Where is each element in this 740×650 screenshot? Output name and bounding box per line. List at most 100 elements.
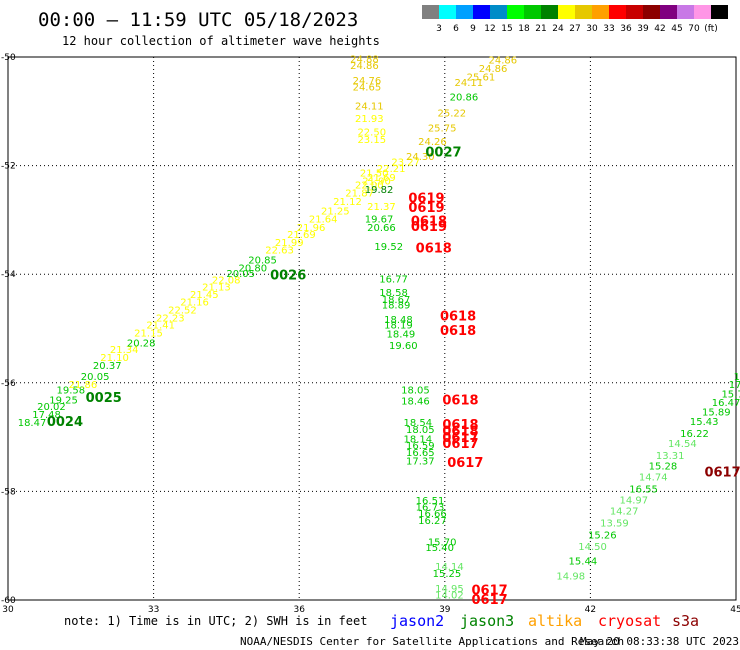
wave-height-point: 15.44 xyxy=(569,557,598,568)
pass-label: 0619 xyxy=(408,192,444,207)
wave-height-point: 21.37 xyxy=(367,202,396,213)
plot-frame xyxy=(7,56,737,601)
color-legend: 3 6 9 12 15 18 21 24 27 30 33 36 39 42 45 70 (ft) xyxy=(422,5,728,34)
pass-label: 0618 xyxy=(442,418,478,433)
wave-height-point: 24.86 xyxy=(488,56,517,67)
wave-height-point: 14.95 xyxy=(435,584,464,595)
x-tick-label: 36 xyxy=(293,605,305,615)
wave-height-point: 21.96 xyxy=(297,223,326,234)
wave-height-point: 23.15 xyxy=(357,135,386,146)
wave-height-point: 21.69 xyxy=(287,230,316,241)
wave-height-point: 24.88 xyxy=(350,54,379,65)
pass-label: 0617 xyxy=(471,584,507,599)
chart-subtitle: 12 hour collection of altimeter wave hei… xyxy=(62,34,380,48)
pass-label: 0618 xyxy=(440,324,476,339)
grid-lines xyxy=(8,57,736,600)
wave-height-point: 16.65 xyxy=(406,448,435,459)
pass-label: 0024 xyxy=(47,415,83,430)
wave-height-point: 19.58 xyxy=(57,386,86,397)
wave-height-point: 21.15 xyxy=(134,329,163,340)
pass-label: 0619 xyxy=(408,201,444,216)
wave-height-point: 15.40 xyxy=(425,543,454,554)
legend-label: 42 xyxy=(654,24,665,34)
wave-height-point: 14.97 xyxy=(620,495,649,506)
legend-label: 33 xyxy=(603,24,614,34)
wave-height-point: 15.28 xyxy=(649,462,678,473)
wave-height-point: 21.12 xyxy=(333,197,362,208)
wave-height-point: 18.54 xyxy=(404,418,433,429)
wave-height-point: 20.85 xyxy=(248,255,277,266)
wave-height-point: 23.27 xyxy=(391,158,420,169)
legend-label: (ft) xyxy=(704,24,718,34)
legend-swatch xyxy=(439,5,456,19)
pass-label: 0025 xyxy=(86,391,122,406)
pass-label: 0617 xyxy=(471,593,507,608)
wave-height-point: 21.25 xyxy=(321,206,350,217)
wave-height-point: 19.67 xyxy=(365,215,394,226)
pass-label: 0618 xyxy=(411,214,447,229)
wave-height-values: 18.4717.4820.0219.2519.5821.8620.0520.37… xyxy=(18,54,740,601)
wave-height-point: 15.25 xyxy=(433,569,462,580)
y-tick-label: -52 xyxy=(1,162,16,172)
wave-height-point: 20.37 xyxy=(93,361,122,372)
wave-height-point: 21.69 xyxy=(367,173,396,184)
legend-swatch xyxy=(541,5,558,19)
pass-label: 0618 xyxy=(416,241,452,256)
wave-height-point: 20.02 xyxy=(37,402,66,413)
wave-height-point: 14.27 xyxy=(610,507,639,518)
wave-height-point: 19.25 xyxy=(49,395,78,406)
wave-height-point: 24.76 xyxy=(353,76,382,87)
wave-height-point: 21.13 xyxy=(202,282,231,293)
wave-height-point: 20.05 xyxy=(81,372,110,383)
wave-height-point: 22.08 xyxy=(212,275,241,286)
wave-height-point: 14.14 xyxy=(435,562,464,573)
wave-height-point: 24.11 xyxy=(355,102,384,113)
wave-height-point: 18.48 xyxy=(384,315,413,326)
legend-swatch xyxy=(558,5,575,19)
pass-labels: 0024002500260027061906190618061906180618… xyxy=(47,145,740,607)
wave-height-point: 20.05 xyxy=(226,269,255,280)
wave-height-point: 24.86 xyxy=(479,64,508,75)
legend-label: 45 xyxy=(671,24,682,34)
legend-label: 30 xyxy=(586,24,598,34)
wave-height-point: 20.66 xyxy=(367,223,396,234)
wave-height-point: 24.65 xyxy=(353,83,382,94)
wave-height-point: 21.64 xyxy=(309,215,338,226)
wave-height-point: 24.86 xyxy=(350,61,379,72)
pass-label: 0026 xyxy=(270,269,306,284)
x-tick-label: 45 xyxy=(730,605,740,615)
wave-height-point: 21.99 xyxy=(275,238,304,249)
x-tick-label: 30 xyxy=(2,605,14,615)
wave-height-point: 21.87 xyxy=(345,189,374,200)
wave-height-point: 24.11 xyxy=(455,78,484,89)
legend-swatch xyxy=(711,5,728,19)
wave-height-point: 14.50 xyxy=(578,542,607,553)
y-tick-label: -60 xyxy=(1,596,16,606)
satellite-name-jason2: jason2 xyxy=(390,612,444,630)
wave-height-point: 16.73 xyxy=(416,502,445,513)
y-tick-label: -56 xyxy=(1,379,16,389)
legend-label: 39 xyxy=(637,24,649,34)
legend-swatch xyxy=(626,5,643,19)
wave-height-point: 18.05 xyxy=(406,425,435,436)
legend-label: 21 xyxy=(535,24,546,34)
wave-height-point: 22.00 xyxy=(355,180,384,191)
wave-height-point: 16.22 xyxy=(680,429,709,440)
wave-height-point: 16.51 xyxy=(416,496,445,507)
legend-label: 12 xyxy=(484,24,495,34)
wave-height-point: 15.89 xyxy=(702,407,731,418)
satellite-legend: jason2 jason3 altika cryosat s3a xyxy=(390,612,699,630)
legend-swatch xyxy=(677,5,694,19)
wave-height-point: 14.74 xyxy=(639,473,668,484)
wave-height-point: 14.54 xyxy=(668,439,697,450)
wave-height-point: 21.16 xyxy=(180,298,209,309)
note-text: note: 1) Time is in UTC; 2) SWH is in fe… xyxy=(64,614,367,628)
legend-swatch xyxy=(609,5,626,19)
wave-height-point: 16.27 xyxy=(418,516,447,527)
axis-tick-labels: 30 33 36 39 42 45 -50 -52 -54 -56 -58 -60 xyxy=(1,53,740,615)
wave-height-point: 18.67 xyxy=(382,295,411,306)
wave-height-point: 15.70 xyxy=(428,538,457,549)
legend-label: 15 xyxy=(501,24,512,34)
legend-swatch xyxy=(456,5,473,19)
